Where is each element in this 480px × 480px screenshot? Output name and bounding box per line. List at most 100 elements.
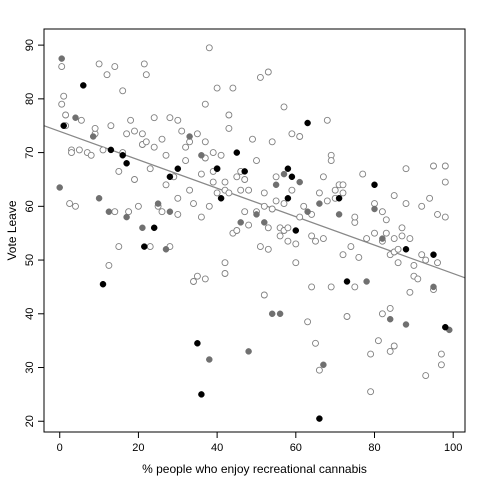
data-point-open: [256, 73, 264, 81]
data-point-black: [284, 195, 292, 202]
data-point-open: [225, 189, 233, 197]
data-point-open: [193, 130, 201, 138]
data-point-open: [115, 243, 123, 251]
data-point-black: [194, 340, 201, 347]
data-point-open: [193, 272, 201, 280]
data-point-open: [441, 162, 449, 170]
data-point-gray: [89, 133, 97, 140]
data-point-open: [374, 337, 382, 345]
data-point-open: [327, 283, 335, 291]
data-point-open: [351, 283, 359, 291]
data-point-black: [304, 119, 311, 127]
data-point-open: [406, 235, 414, 243]
data-point-open: [95, 60, 103, 68]
data-point-black: [60, 122, 67, 129]
data-point-open: [225, 124, 233, 132]
data-point-open: [174, 116, 182, 124]
data-point-open: [111, 208, 119, 216]
data-point-open: [323, 197, 331, 205]
data-point-open: [127, 116, 135, 124]
data-point-open: [327, 157, 335, 165]
data-point-open: [260, 291, 268, 299]
data-point-black: [107, 146, 115, 154]
data-point-open: [284, 237, 292, 245]
data-point-open: [260, 202, 268, 210]
data-point-gray: [237, 219, 244, 226]
data-point-gray: [95, 195, 103, 202]
data-point-open: [437, 350, 445, 358]
data-point-gray: [58, 55, 65, 62]
data-point-gray: [206, 356, 213, 363]
data-point-black: [241, 168, 248, 175]
data-point-open: [158, 135, 166, 143]
data-point-gray: [320, 361, 327, 369]
data-point-open: [359, 170, 367, 178]
data-point-black: [217, 195, 225, 202]
data-point-open: [245, 186, 253, 194]
data-point-gray: [56, 184, 63, 191]
data-point-open: [190, 278, 197, 285]
data-point-gray: [245, 348, 252, 355]
data-point-open: [268, 138, 276, 146]
data-point-open: [300, 202, 308, 210]
data-point-open: [355, 253, 363, 261]
data-point-open: [123, 130, 131, 138]
data-point-open: [304, 318, 312, 326]
data-point-open: [367, 350, 375, 358]
data-point-gray: [402, 321, 410, 328]
data-point-open: [382, 229, 390, 237]
data-point-open: [158, 208, 166, 216]
data-point-open: [394, 259, 402, 267]
data-point-black: [288, 173, 296, 181]
data-point-open: [131, 127, 138, 135]
data-point-open: [174, 194, 182, 202]
data-point-open: [134, 202, 142, 210]
data-point-gray: [261, 219, 268, 226]
y-tick-label: 90: [24, 39, 36, 51]
data-point-open: [162, 181, 170, 189]
data-point-gray: [316, 200, 323, 207]
data-point-open: [441, 178, 449, 186]
data-point-open: [264, 245, 272, 253]
y-tick-label: 20: [24, 415, 36, 427]
data-point-open: [233, 227, 241, 234]
data-point-open: [201, 138, 209, 146]
data-point-open: [315, 366, 323, 374]
data-point-open: [77, 116, 85, 124]
data-point-gray: [139, 224, 146, 232]
x-axis-label: % people who enjoy recreational cannabis: [142, 462, 367, 476]
data-point-open: [422, 372, 430, 380]
data-point-open: [105, 261, 113, 269]
data-point-open: [394, 245, 402, 253]
y-tick-label: 60: [24, 200, 36, 212]
data-point-open: [418, 251, 426, 259]
data-point-open: [221, 178, 229, 186]
x-axis: 0 20 40 60 80 100: [57, 432, 462, 454]
data-point-open: [371, 229, 378, 237]
data-point-open: [115, 167, 123, 175]
data-point-black: [119, 152, 126, 159]
data-point-open: [331, 186, 339, 194]
data-point-open: [138, 130, 146, 138]
data-point-open: [221, 270, 229, 277]
data-point-open: [103, 71, 111, 79]
data-point-open: [229, 84, 237, 92]
data-point-open: [186, 186, 194, 194]
data-point-gray: [253, 211, 260, 218]
x-tick-label: 80: [368, 442, 380, 454]
data-point-open: [178, 127, 186, 135]
data-point-open: [237, 186, 245, 194]
data-point-open: [241, 176, 249, 183]
data-point-open: [107, 122, 115, 130]
data-point-open: [437, 361, 445, 369]
data-point-open: [182, 143, 190, 151]
data-point-open: [323, 116, 331, 124]
data-point-open: [418, 202, 426, 210]
data-point-open: [292, 259, 300, 267]
data-point-gray: [335, 211, 343, 218]
data-point-gray: [272, 181, 280, 189]
x-tick-label: 20: [132, 442, 144, 454]
x-tick-label: 40: [211, 442, 223, 454]
data-point-open: [245, 221, 253, 229]
data-point-open: [201, 100, 209, 108]
